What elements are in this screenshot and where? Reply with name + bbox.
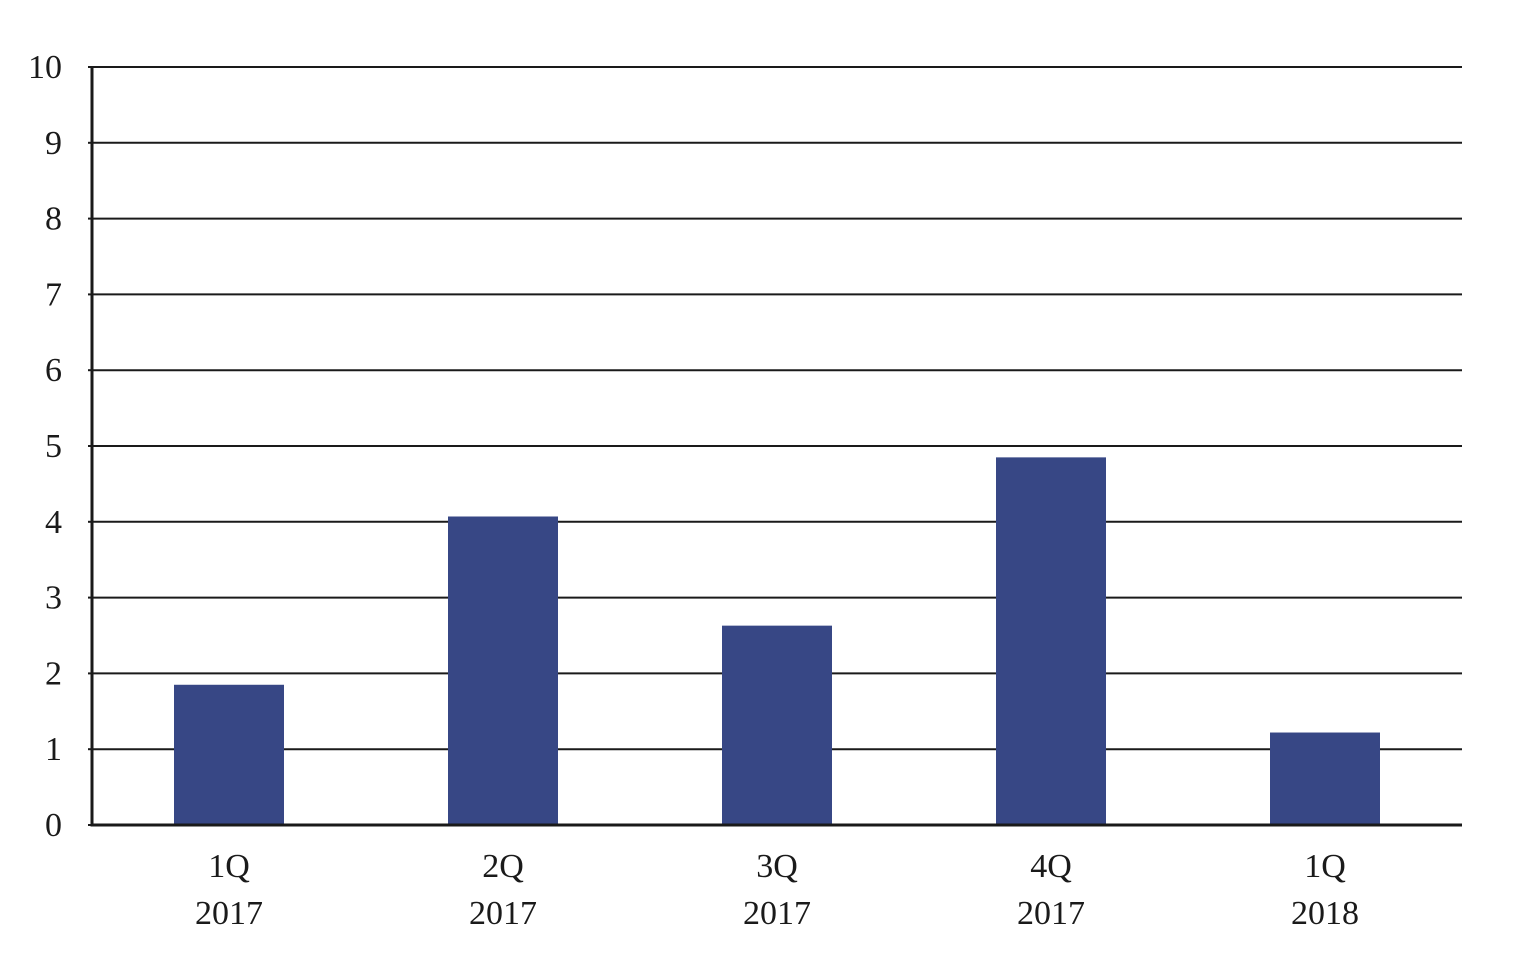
x-category-label-quarter: 4Q [1030,848,1072,885]
x-category-label-year: 2017 [743,895,811,932]
y-tick-labels: 0 1 2 3 4 5 6 7 8 9 10 [28,49,62,844]
x-category-label-quarter: 1Q [1304,848,1346,885]
y-tick-label: 6 [45,352,62,389]
bar-2q-2017 [448,516,558,825]
x-category-label-year: 2017 [195,895,263,932]
y-tick-label: 4 [45,504,62,541]
y-tick-label: 7 [45,276,62,313]
y-tick-label: 0 [45,807,62,844]
x-category-label-quarter: 3Q [756,848,798,885]
x-category-labels: 1Q 2017 2Q 2017 3Q 2017 4Q 2017 1Q 2018 [195,848,1359,932]
y-tick-label: 8 [45,201,62,238]
y-tick-label: 2 [45,655,62,692]
x-category-label-year: 2017 [469,895,537,932]
x-category-label-quarter: 2Q [482,848,524,885]
x-category-label-quarter: 1Q [208,848,250,885]
axes [88,66,1462,827]
y-tick-label: 3 [45,580,62,617]
bar-3q-2017 [722,625,832,825]
y-tick-label: 9 [45,125,62,162]
y-tick-label: 5 [45,428,62,465]
bars [174,457,1380,825]
bar-1q-2017 [174,684,284,825]
x-category-label-year: 2018 [1291,895,1359,932]
y-tick-label: 10 [28,49,62,86]
bar-4q-2017 [996,457,1106,825]
gridlines [92,66,1462,751]
y-tick-label: 1 [45,731,62,768]
bar-1q-2018 [1270,732,1380,825]
x-category-label-year: 2017 [1017,895,1085,932]
